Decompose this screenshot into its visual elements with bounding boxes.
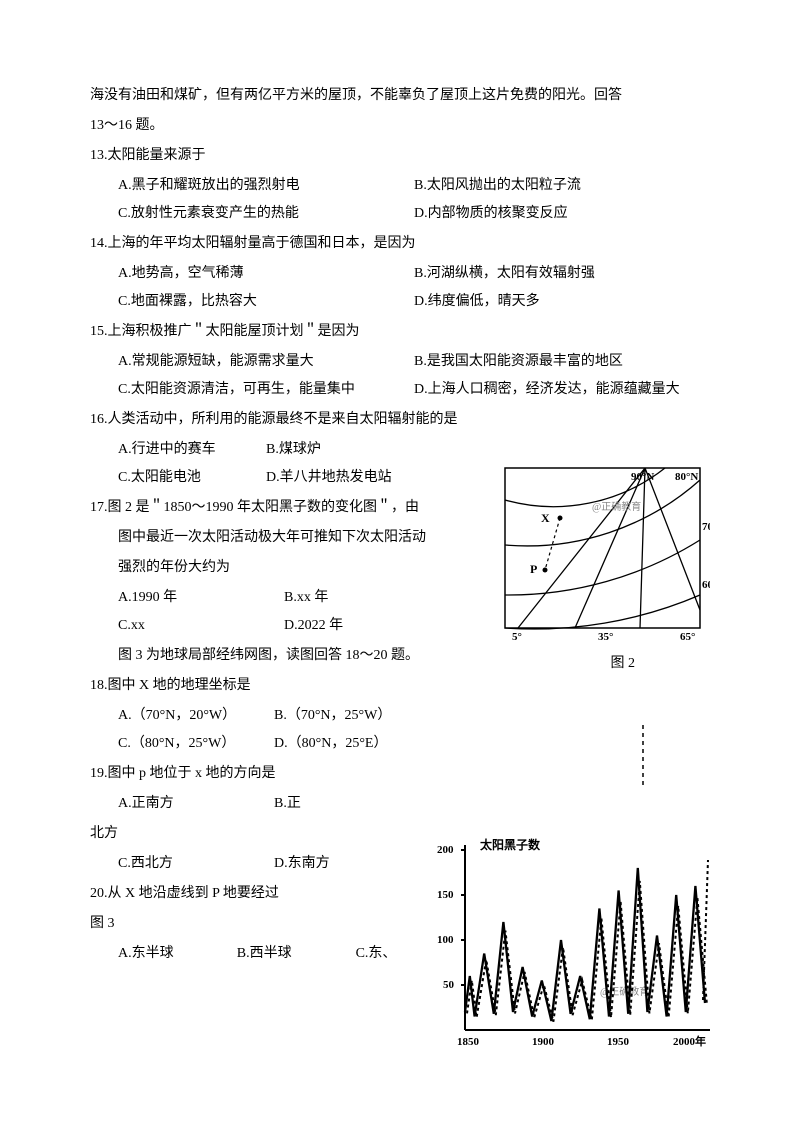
q13-opt-c: C.放射性元素衰变产生的热能 <box>118 200 414 228</box>
intro-line2: 13～16 题。 <box>90 112 710 140</box>
q13-stem: 13.太阳能量来源于 <box>90 142 710 170</box>
q15-options: A.常规能源短缺，能源需求量大 B.是我国太阳能资源最丰富的地区 C.太阳能资源… <box>90 348 710 404</box>
q15-opt-a: A.常规能源短缺，能源需求量大 <box>118 348 414 376</box>
sunspot-y50: 50 <box>443 979 455 991</box>
dashed-mark-icon <box>641 725 645 785</box>
q19-opt-a: A.正南方 <box>118 790 274 818</box>
q15-opt-c: C.太阳能资源清洁，可再生，能量集中 <box>118 376 414 404</box>
q17-opt-a: A.1990 年 <box>118 584 284 612</box>
q19-stem: 19.图中 p 地位于 x 地的方向是 <box>90 760 430 788</box>
fig2-caption: 图 2 <box>611 650 636 678</box>
sunspot-x1850: 1850 <box>457 1036 480 1048</box>
q14-stem: 14.上海的年平均太阳辐射量高于德国和日本，是因为 <box>90 230 710 258</box>
q16-opt-c: C.太阳能电池 <box>118 464 266 492</box>
q16-stem: 16.人类活动中，所利用的能源最终不是来自太阳辐射能的是 <box>90 406 710 434</box>
q14-opt-b: B.河湖纵横，太阳有效辐射强 <box>414 260 710 288</box>
globe-65: 65° <box>680 631 695 643</box>
q14-opt-c: C.地面裸露，比热容大 <box>118 288 414 316</box>
sunspot-y150: 150 <box>437 889 454 901</box>
q19-opt-d: D.东南方 <box>274 850 430 878</box>
globe-5: 5° <box>512 631 522 643</box>
sunspot-y100: 100 <box>437 934 454 946</box>
q14-opt-d: D.纬度偏低，晴天多 <box>414 288 710 316</box>
q14-opt-a: A.地势高，空气稀薄 <box>118 260 414 288</box>
sunspot-x1900: 1900 <box>532 1036 555 1048</box>
globe-watermark: @正确教育 <box>592 500 641 513</box>
globe-x-label: X <box>541 511 550 525</box>
q17-opt-d: D.2022 年 <box>284 612 450 640</box>
sunspot-x1950: 1950 <box>607 1036 630 1048</box>
q20-stem: 20.从 X 地沿虚线到 P 地要经过 <box>90 880 430 908</box>
q18-block: 18.图中 X 地的地理坐标是 A.（70°N，20°W） B.（70°N，25… <box>90 672 430 818</box>
globe-p-label: P <box>530 562 537 576</box>
globe-80n: 80°N <box>675 471 698 483</box>
q20-opt-a: A.东半球 <box>118 940 237 968</box>
globe-90n: 90°N <box>631 471 654 483</box>
page: 海没有油田和煤矿，但有两亿平方米的屋顶，不能辜负了屋顶上这片免费的阳光。回答 1… <box>0 0 800 1008</box>
sunspot-x2000: 2000年 <box>673 1034 706 1048</box>
globe-60n: 60°N <box>702 579 710 591</box>
sunspot-y200: 200 <box>437 844 454 856</box>
q16-opt-d: D.羊八井地热发电站 <box>266 464 414 492</box>
q16-opt-a: A.行进中的赛车 <box>118 436 266 464</box>
q18-opt-c: C.（80°N，25°W） <box>118 730 274 758</box>
q18-stem: 18.图中 X 地的地理坐标是 <box>90 672 430 700</box>
q19-opt-b: B.正 <box>274 790 430 818</box>
q19-opt-c: C.西北方 <box>118 850 274 878</box>
q18-opt-a: A.（70°N，20°W） <box>118 702 274 730</box>
intro-line1: 海没有油田和煤矿，但有两亿平方米的屋顶，不能辜负了屋顶上这片免费的阳光。回答 <box>90 82 710 110</box>
globe-figure: X P 90°N 80°N 70°N 60°N 65° 5° 35° @正确教育 <box>500 460 710 645</box>
sunspot-chart: 200 150 100 50 1850 1900 1950 2000年 太阳黑子… <box>435 835 715 1050</box>
q18-opt-b: B.（70°N，25°W） <box>274 702 430 730</box>
q17-opt-b: B.xx 年 <box>284 584 450 612</box>
q14-options: A.地势高，空气稀薄 B.河湖纵横，太阳有效辐射强 C.地面裸露，比热容大 D.… <box>90 260 710 316</box>
globe-70n: 70°N <box>702 521 710 533</box>
sunspot-title: 太阳黑子数 <box>480 837 541 852</box>
q17-stem1: 17.图 2 是＂1850～1990 年太阳黑子数的变化图＂，由 <box>90 494 450 522</box>
q18-opt-d: D.（80°N，25°E） <box>274 730 430 758</box>
q17-stem3: 强烈的年份大约为 <box>90 554 450 582</box>
q17-block: 17.图 2 是＂1850～1990 年太阳黑子数的变化图＂，由 图中最近一次太… <box>90 494 450 640</box>
globe-35: 35° <box>598 631 613 643</box>
q13-opt-b: B.太阳风抛出的太阳粒子流 <box>414 172 710 200</box>
q15-stem: 15.上海积极推广＂太阳能屋顶计划＂是因为 <box>90 318 710 346</box>
q17-opt-c: C.xx <box>118 612 284 640</box>
q13-opt-d: D.内部物质的核聚变反应 <box>414 200 710 228</box>
q15-opt-d: D.上海人口稠密，经济发达，能源蕴藏量大 <box>414 376 710 404</box>
q13-options: A.黑子和耀斑放出的强烈射电 B.太阳风抛出的太阳粒子流 C.放射性元素衰变产生… <box>90 172 710 228</box>
q20-opt-b: B.西半球 <box>237 940 356 968</box>
q16-opt-b: B.煤球炉 <box>266 436 414 464</box>
q15-opt-b: B.是我国太阳能资源最丰富的地区 <box>414 348 710 376</box>
q17-stem2: 图中最近一次太阳活动极大年可推知下次太阳活动 <box>90 524 450 552</box>
q13-opt-a: A.黑子和耀斑放出的强烈射电 <box>118 172 414 200</box>
